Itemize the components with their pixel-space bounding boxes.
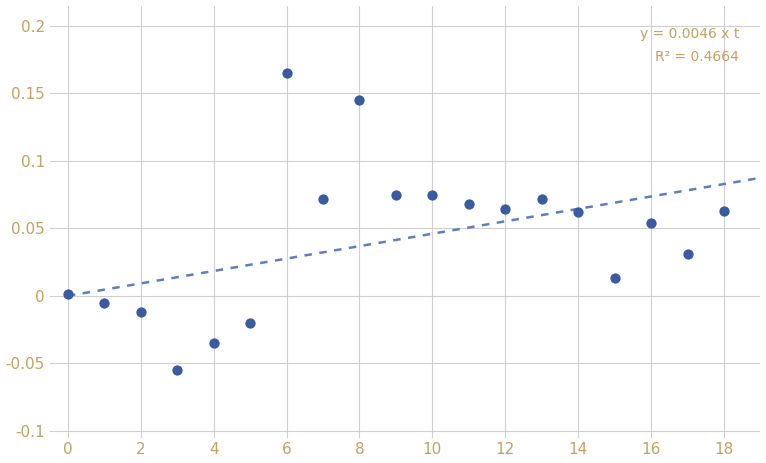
Point bbox=[353, 96, 365, 104]
Point bbox=[499, 206, 512, 213]
Point bbox=[280, 69, 293, 77]
Text: y = 0.0046 x t
R² = 0.4664: y = 0.0046 x t R² = 0.4664 bbox=[640, 27, 739, 64]
Point bbox=[390, 191, 402, 198]
Point bbox=[426, 191, 438, 198]
Point bbox=[682, 250, 694, 258]
Point bbox=[608, 275, 620, 282]
Point bbox=[135, 308, 147, 316]
Point bbox=[718, 207, 730, 214]
Point bbox=[463, 200, 475, 208]
Point bbox=[244, 319, 257, 326]
Point bbox=[317, 195, 329, 202]
Point bbox=[171, 366, 183, 374]
Point bbox=[208, 339, 220, 347]
Point bbox=[98, 299, 110, 307]
Point bbox=[645, 219, 657, 226]
Point bbox=[535, 195, 548, 202]
Point bbox=[62, 291, 74, 298]
Point bbox=[572, 208, 584, 216]
